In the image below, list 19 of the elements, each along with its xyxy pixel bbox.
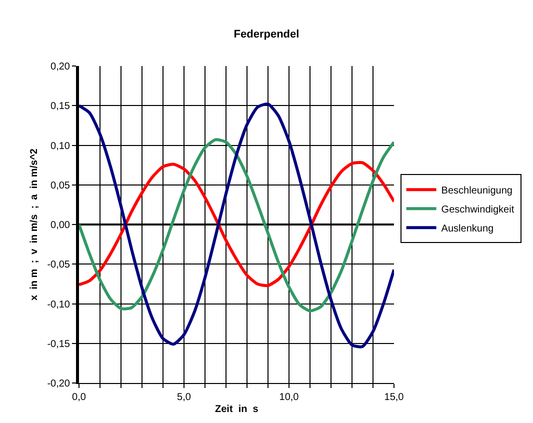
y-tick-label: 0,10 <box>50 140 70 152</box>
y-tick-label: 0,00 <box>50 220 70 231</box>
x-tick-label: 10,0 <box>279 392 300 403</box>
y-tick-label: 0,05 <box>50 180 70 192</box>
y-tick-label: 0,20 <box>50 62 70 72</box>
y-tick-label: 0,15 <box>50 101 70 112</box>
x-tick-label: 0,0 <box>72 392 86 403</box>
legend-label: Geschwindigkeit <box>441 204 514 216</box>
x-tick-label: 15,0 <box>384 392 404 403</box>
x-tick-label: 5,0 <box>177 392 192 403</box>
y-tick-label: -0,15 <box>47 338 70 350</box>
y-tick-label: -0,05 <box>47 260 70 271</box>
legend-label: Beschleunigung <box>441 186 512 197</box>
chart-title: Federpendel <box>234 28 300 40</box>
legend-label: Auslenkung <box>441 224 494 235</box>
y-tick-label: -0,10 <box>47 299 70 310</box>
x-axis-title: Zeit in s <box>215 404 259 415</box>
y-axis-title: x in m ; v in m/s ; a in m/s^2 <box>29 148 40 300</box>
y-tick-label: -0,20 <box>47 378 70 390</box>
